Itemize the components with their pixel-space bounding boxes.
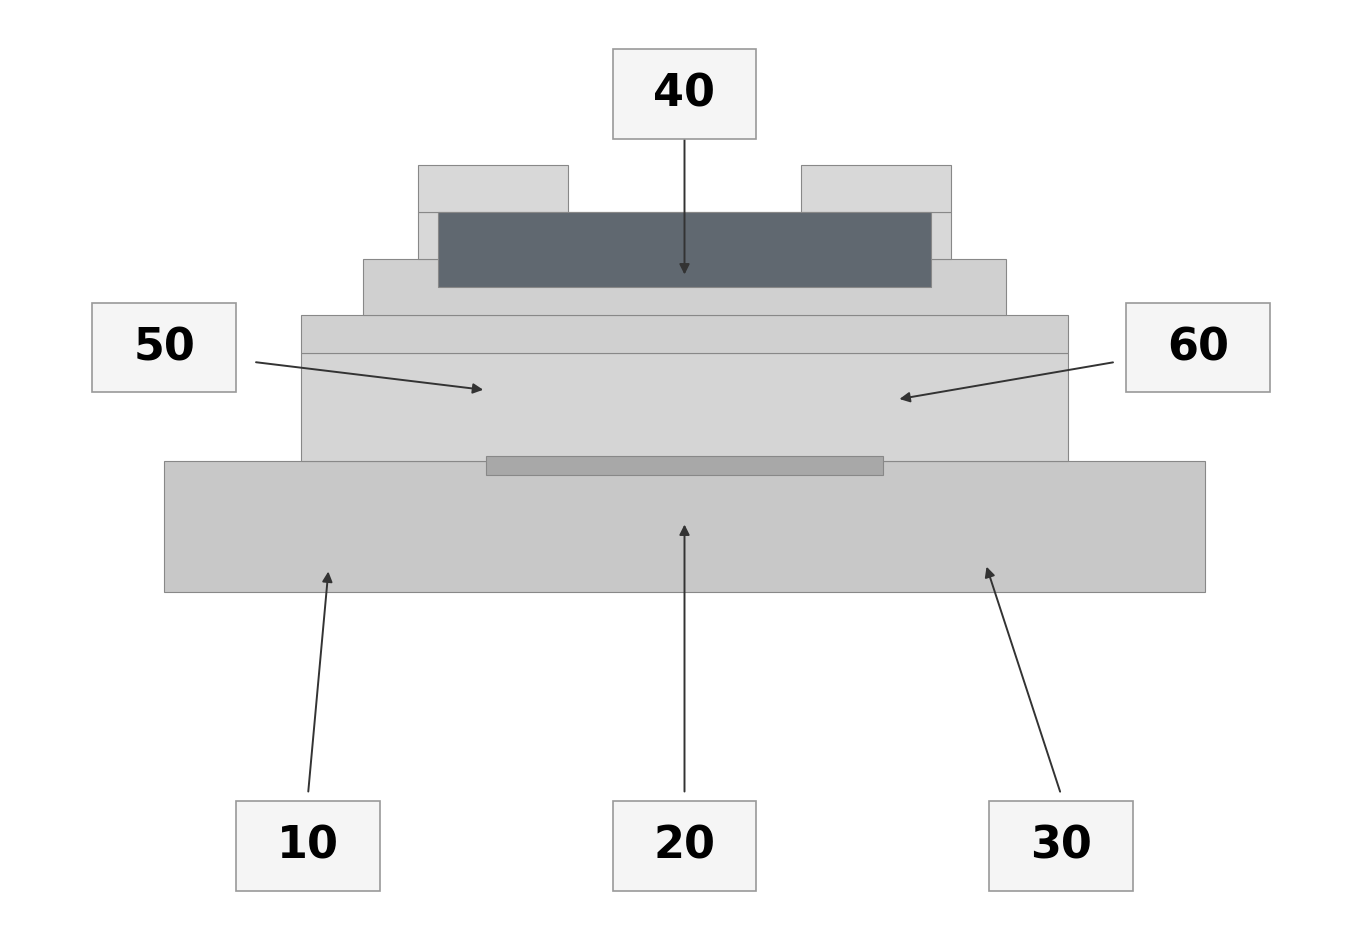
Polygon shape <box>363 258 1006 315</box>
Polygon shape <box>301 315 1068 352</box>
Polygon shape <box>438 212 931 287</box>
Text: 20: 20 <box>653 824 716 868</box>
Text: 10: 10 <box>277 824 340 868</box>
Text: 60: 60 <box>1166 326 1229 369</box>
Polygon shape <box>801 164 951 212</box>
FancyBboxPatch shape <box>1125 304 1269 393</box>
FancyBboxPatch shape <box>612 801 756 891</box>
FancyBboxPatch shape <box>92 304 235 393</box>
Polygon shape <box>418 164 568 212</box>
Text: 30: 30 <box>1029 824 1092 868</box>
Polygon shape <box>164 461 1205 592</box>
Polygon shape <box>486 456 883 475</box>
FancyBboxPatch shape <box>612 50 756 139</box>
Text: 50: 50 <box>133 326 196 369</box>
Text: 40: 40 <box>653 72 716 116</box>
FancyBboxPatch shape <box>235 801 379 891</box>
Polygon shape <box>301 352 1068 461</box>
FancyBboxPatch shape <box>988 801 1132 891</box>
Polygon shape <box>418 212 951 258</box>
